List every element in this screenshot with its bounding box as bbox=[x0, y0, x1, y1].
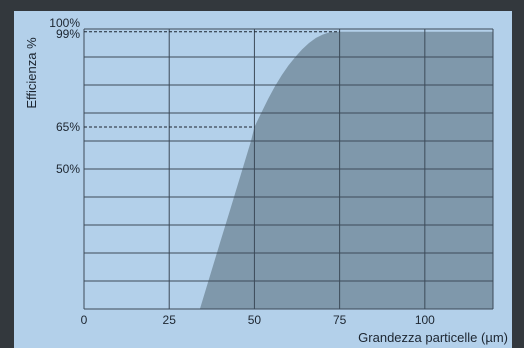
x-tick-label: 50 bbox=[248, 313, 262, 327]
tick-labels: 100%99% 65% 50% 0 25 50 75 100 bbox=[49, 16, 435, 327]
x-axis-label: Grandezza particelle (µm) bbox=[358, 330, 508, 345]
efficiency-area bbox=[199, 31, 493, 310]
y-tick-label: 50% bbox=[56, 162, 80, 176]
x-tick-label: 25 bbox=[163, 313, 177, 327]
grid bbox=[83, 28, 494, 310]
y-axis-label: Efficienza % bbox=[24, 37, 39, 109]
chart-panel: 100% 99% 65% 50% 0 25 50 75 100 Efficienza % Gra… bbox=[14, 11, 512, 348]
x-tick-label: 100 bbox=[415, 313, 435, 327]
y-tick-label: 99% bbox=[56, 27, 80, 41]
x-tick-label: 75 bbox=[333, 313, 347, 327]
reference-lines bbox=[84, 31, 340, 128]
y-tick-label: 65% bbox=[56, 120, 80, 134]
y-tick-label: 100% bbox=[49, 16, 80, 30]
efficiency-chart: 100%99% 65% 50% 0 25 50 75 100 Efficienza % Gra… bbox=[24, 16, 508, 345]
area-layer bbox=[199, 31, 493, 310]
x-tick-label: 0 bbox=[81, 313, 88, 327]
